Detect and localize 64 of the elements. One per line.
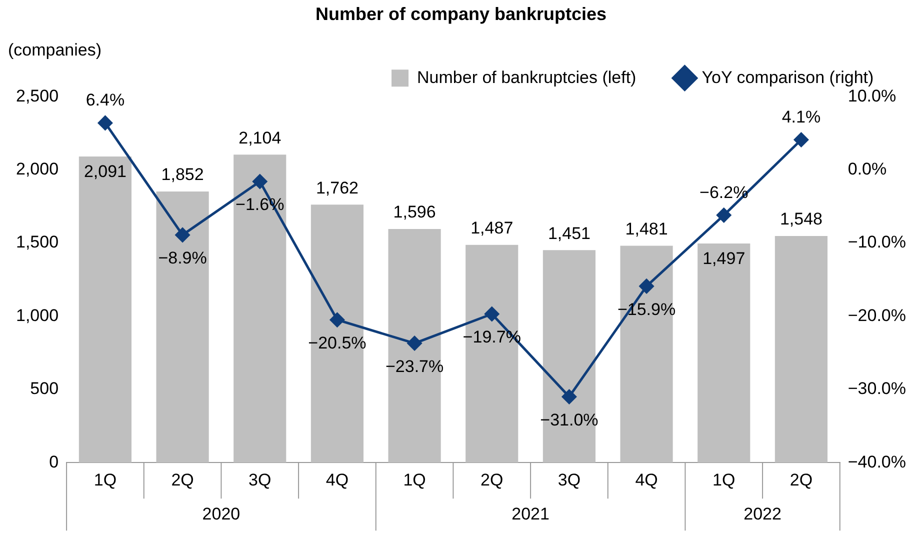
bar [78,156,132,463]
y2-tick-label: −10.0% [848,232,906,252]
y2-tick-label: −40.0% [848,452,906,472]
bar [774,236,828,463]
data-label: 1,481 [625,219,668,238]
y-tick-label: 500 [30,379,59,398]
point [98,116,112,130]
data-label: −20.5% [308,334,366,353]
x-tick-label: 3Q [558,470,581,490]
x-tick-label: 1Q [712,470,736,490]
data-label: −8.9% [158,248,207,268]
bar [620,246,673,463]
x-tick-label: 2Q [480,470,504,490]
data-label: 1,762 [316,178,358,198]
text: 2020 [202,504,240,524]
y-tick-label: 2,500 [16,86,59,106]
bar [698,243,750,463]
data-label: −23.7% [385,356,444,376]
bar [156,191,209,463]
y-tick-label: 0 [49,452,59,472]
point [562,389,576,404]
y-tick-label: 2,000 [16,159,59,178]
x-tick-label: 1Q [403,470,426,490]
bar [388,228,441,463]
point [330,312,344,328]
point [716,208,732,222]
data-label: 4.1% [782,107,821,126]
text: 2021 [512,504,550,524]
x-tick-label: 3Q [248,470,272,490]
data-label: 1,596 [393,202,436,222]
data-label: 1,487 [470,218,514,238]
legend-label: Number of bankruptcies (left) [417,68,636,87]
text: 2022 [744,504,782,524]
x-tick-label: 1Q [94,470,117,490]
point [252,174,268,189]
data-label: 2,104 [238,128,282,148]
y2-tick-label: 0.0% [848,159,887,178]
point [639,278,654,294]
y-axis-title: (companies) [8,40,102,60]
x-tick-label: 4Q [326,470,349,490]
x-tick-label: 2Q [790,470,813,490]
data-label: −6.2% [700,182,748,202]
x-tick-label: 2Q [171,470,194,490]
data-label: 6.4% [86,90,125,110]
x-tick-label: 4Q [635,470,658,490]
data-label: −31.0% [540,410,598,430]
point [794,132,808,148]
data-label: 1,548 [780,210,822,229]
y2-tick-label: 10.0% [848,86,896,106]
data-label: 1,852 [161,165,204,184]
y2-tick-label: −20.0% [848,306,906,325]
y2-tick-label: −30.0% [848,379,906,398]
legend-label: YoY comparison (right) [702,68,874,87]
point [407,336,422,351]
bar [466,244,518,463]
y-tick-label: 1,500 [16,232,59,252]
y-tick-label: 1,000 [16,306,59,325]
data-label: 1,451 [548,224,590,243]
point [484,306,500,322]
bar [234,154,286,463]
data-label: 2,091 [84,162,126,182]
data-label: 1,497 [702,249,746,268]
chart-title: Number of company bankruptcies [315,4,607,24]
point [175,228,190,242]
